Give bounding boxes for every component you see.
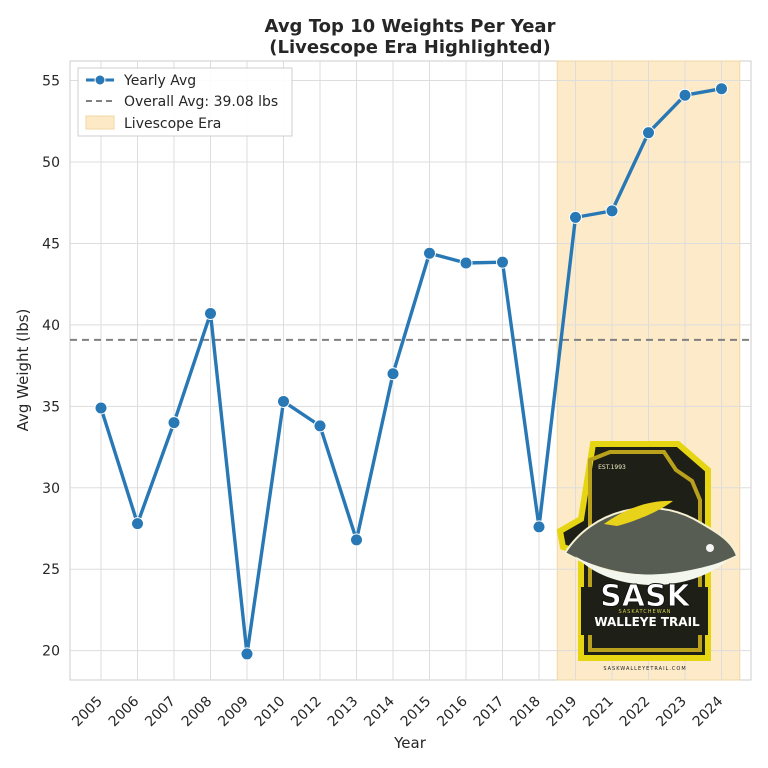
data-point [313,419,327,433]
data-point [496,255,509,269]
legend-series-label: Yearly Avg [123,73,196,89]
logo-border-gold [588,450,702,652]
legend-highlight-swatch [85,115,115,130]
logo-region: SASKATCHEWAN [618,609,671,615]
x-tick-label: 2013 [325,694,362,731]
legend-avg-label: Overall Avg: 39.08 lbs [124,94,278,110]
y-tick-label: 25 [42,562,60,578]
x-tick-label: 2023 [653,694,690,731]
x-tick-label: 2009 [215,694,252,731]
x-tick-label: 2015 [398,694,435,731]
x-tick-label: 2022 [617,694,654,731]
data-point [532,520,546,534]
data-point [642,126,655,140]
yearly-avg-points [94,82,728,661]
data-point [204,306,217,320]
sask-walleye-trail-logo: EST.1993 SASK SASKATCHEWAN WALLEYE TRAIL… [556,441,739,672]
yearly-avg-line [99,87,722,656]
data-point [569,210,582,224]
chart-title: Avg Top 10 Weights Per Year [265,16,556,37]
logo-sub: WALLEYE TRAIL [594,615,700,629]
data-point [167,416,181,430]
logo-url: SASKWALLEYETRAIL.COM [603,666,686,672]
legend-highlight-label: Livescope Era [124,116,221,132]
x-tick-label: 2014 [361,693,398,730]
y-tick-label: 40 [42,318,60,334]
y-tick-label: 50 [42,155,60,171]
data-point [240,647,254,661]
x-tick-label: 2010 [252,694,289,731]
x-tick-label: 2017 [471,694,508,731]
x-axis-ticks: 2005 2006 2007 2008 2009 2010 2012 2013 2014 2015… [69,693,726,730]
y-tick-label: 35 [42,399,60,415]
data-point [94,401,108,415]
data-point [678,88,692,102]
chart-legend: Yearly Avg Overall Avg: 39.08 lbs Livesc… [77,67,293,137]
y-tick-label: 30 [42,481,60,497]
x-tick-label: 2018 [507,694,544,731]
x-tick-label: 2005 [69,694,106,731]
y-tick-label: 20 [42,644,60,660]
x-tick-label: 2019 [544,694,581,731]
logo-main: SASK [600,579,691,614]
chart-subtitle: (Livescope Era Highlighted) [269,37,550,58]
data-point [605,204,619,218]
legend-series-marker [94,74,106,86]
data-point [131,517,144,531]
x-tick-label: 2007 [142,694,179,731]
x-tick-label: 2006 [106,693,143,730]
x-axis-label: Year [393,734,427,752]
x-tick-label: 2012 [288,694,325,731]
logo-text-panel [581,587,708,635]
walleye-belly-icon [575,556,728,586]
x-tick-label: 2024 [690,693,727,730]
walleye-fin-icon [604,500,673,526]
data-point [277,394,290,408]
y-axis-ticks: 20 25 30 35 40 45 50 55 [42,74,60,660]
x-tick-label: 2008 [179,694,216,731]
data-point [715,82,728,96]
x-tick-label: 2016 [434,693,471,730]
logo-est: EST.1993 [598,464,626,471]
y-axis-label: Avg Weight (lbs) [14,309,32,432]
x-tick-label: 2021 [580,694,617,731]
data-point [423,246,436,260]
data-point [350,533,363,547]
data-point [386,367,400,381]
data-point [459,256,473,270]
y-tick-label: 45 [42,236,60,252]
y-tick-label: 55 [42,74,60,90]
walleye-eye-icon [706,544,714,552]
